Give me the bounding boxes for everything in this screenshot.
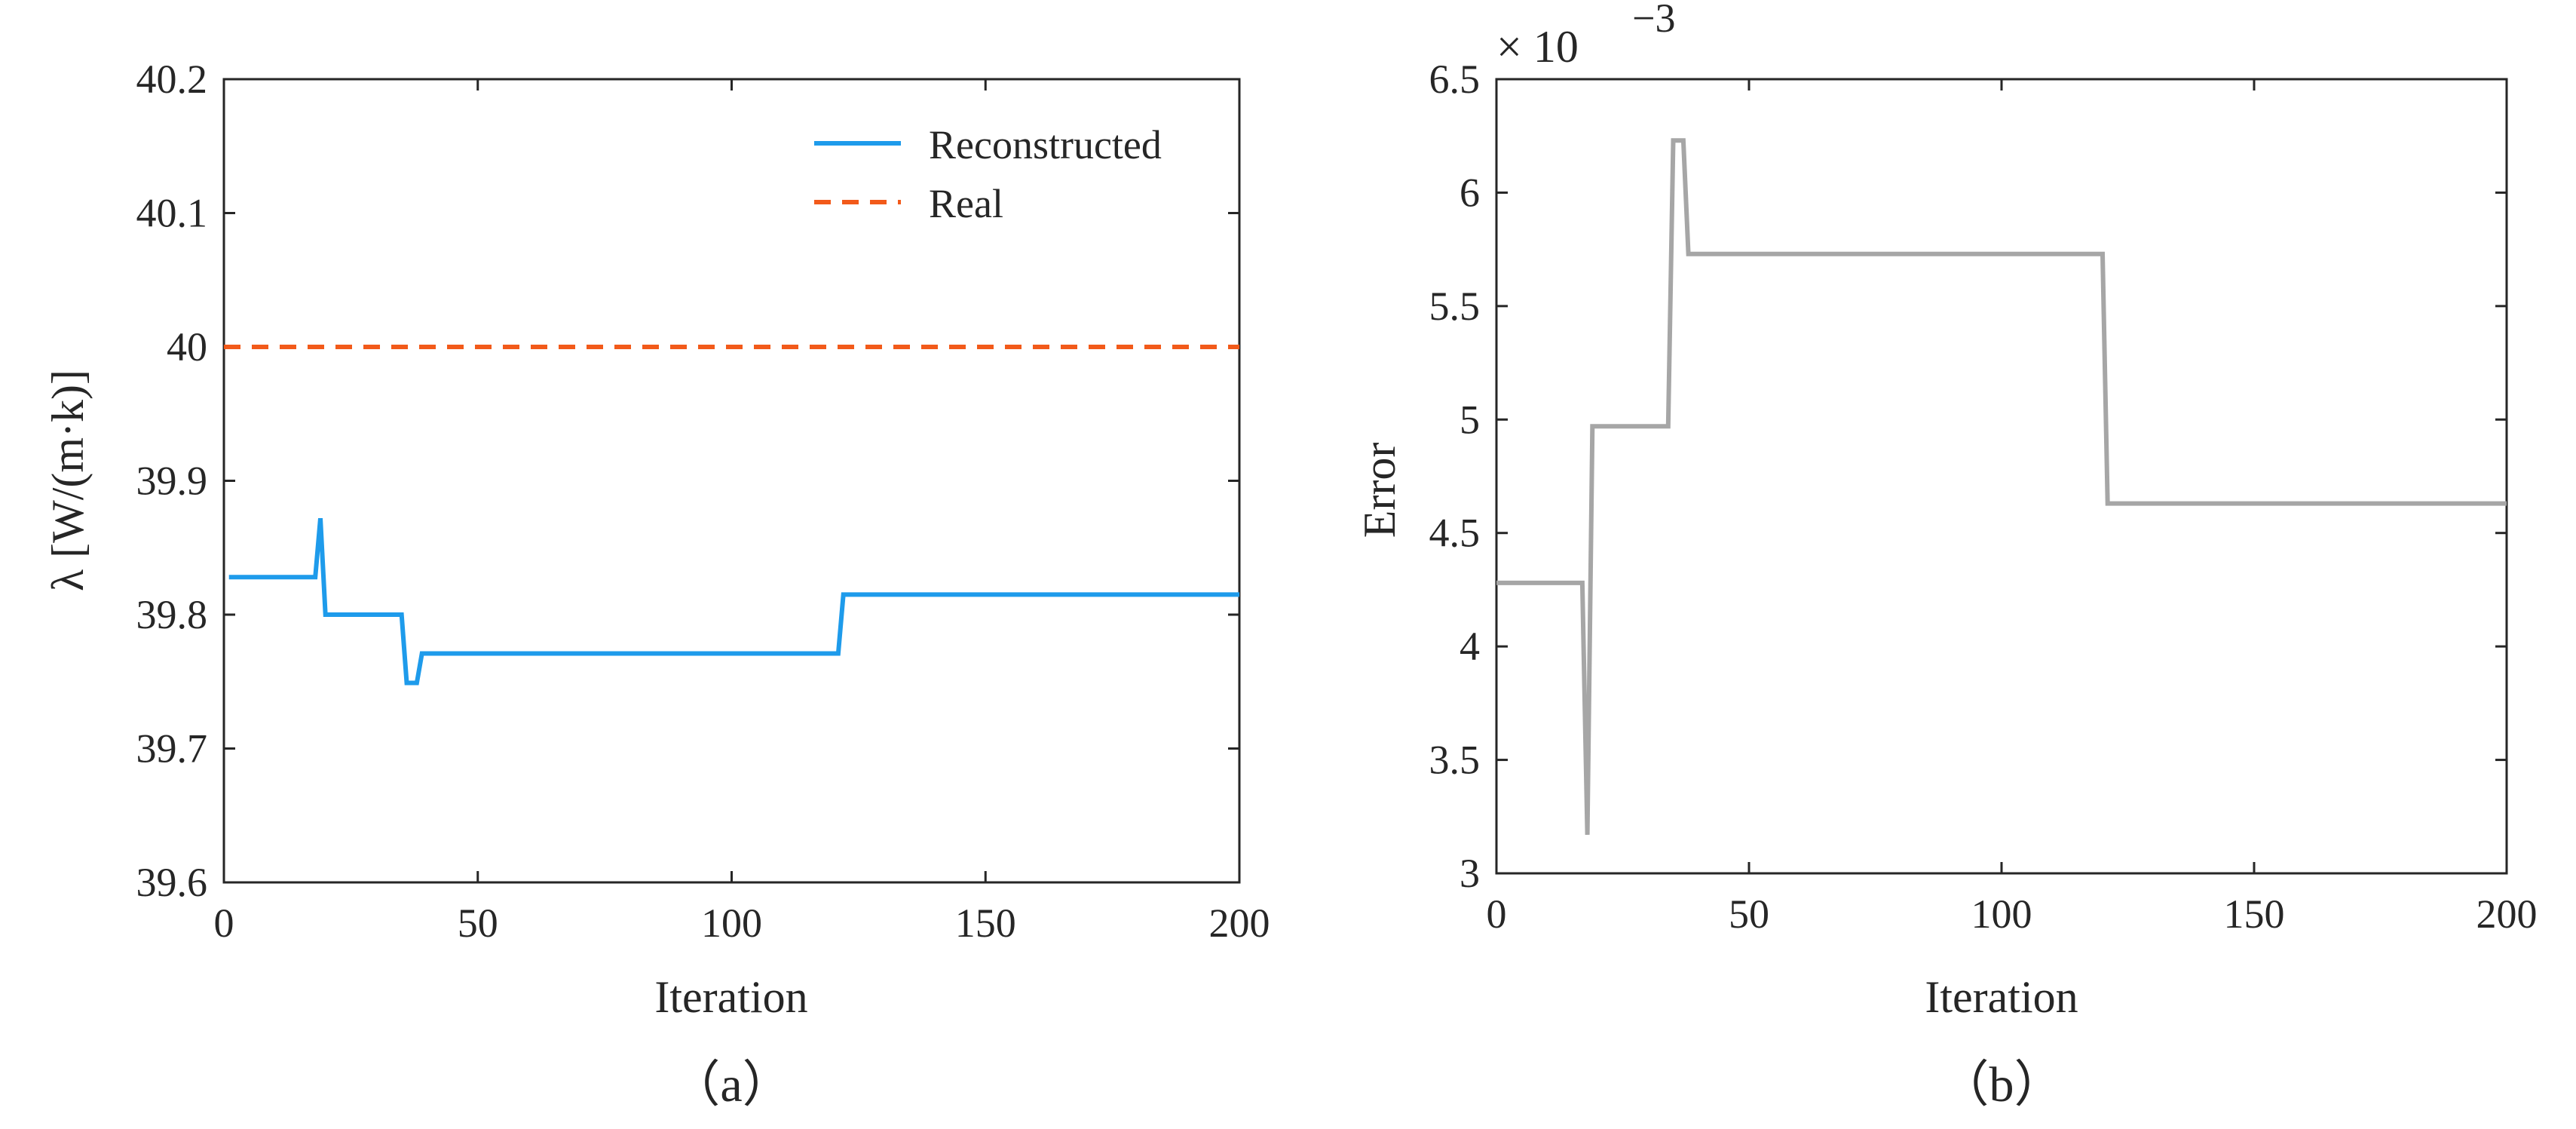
y-tick-label: 5 [1460,397,1480,442]
y-tick-label: 39.9 [136,459,208,504]
y-multiplier: × 10 [1496,22,1579,72]
x-tick-label: 100 [1971,891,2032,937]
y-axis-label-a: λ [W/(m·k)] [43,370,93,591]
x-tick-label: 200 [2476,891,2538,937]
y-tick-label: 3.5 [1429,738,1481,783]
y-tick-label: 40.1 [136,191,208,236]
y-tick-label: 39.7 [136,726,208,772]
y-tick-label: 40.2 [136,57,208,102]
x-tick-label: 0 [214,900,234,946]
x-tick-label: 50 [458,900,498,946]
series-line-error [1496,138,2507,835]
x-tick-label: 150 [2224,891,2285,937]
y-tick-label: 4 [1460,624,1480,669]
legend: Reconstructed Real [814,122,1162,226]
x-tick-label: 100 [701,900,762,946]
legend-label-real: Real [929,181,1003,226]
y-tick-label: 39.6 [136,860,208,905]
y-tick-label: 39.8 [136,592,208,637]
y-tick-label: 40 [167,324,207,370]
y-ticks-a: 39.6 39.7 39.8 39.9 40 40.1 40.2 [136,57,1239,905]
x-tick-label: 0 [1487,891,1507,937]
series-b [1496,138,2507,835]
y-multiplier-exponent: −3 [1632,0,1675,41]
y-tick-label: 6.5 [1429,57,1481,102]
y-tick-label: 6 [1460,170,1480,215]
x-tick-label: 50 [1729,891,1769,937]
panel-b: 33.544.555.566.5 0 50 100 150 200 Iteration … [1355,0,2538,1112]
caption-b: （b） [1940,1057,2064,1112]
plot-area-a [222,78,1241,884]
x-ticks-b: 0 50 100 150 200 [1487,79,2538,937]
y-tick-label: 5.5 [1429,284,1481,329]
x-axis-label-b: Iteration [1925,972,2078,1022]
caption-a: （a） [670,1057,792,1112]
series-line-reconstructed [228,517,1239,686]
y-ticks-b: 3 3.5 4 4.5 5 5.5 6 6.5 [1429,57,2507,896]
plot-area-b [1495,78,2508,875]
series-a [224,345,1239,686]
legend-label-reconstructed: Reconstructed [929,122,1162,167]
x-tick-label: 200 [1209,900,1270,946]
x-ticks-a: 0 50 100 150 200 [214,79,1270,946]
x-axis-label-a: Iteration [654,972,807,1022]
y-tick-label: 3 [1460,851,1480,896]
y-axis-label-b: Error [1355,443,1404,538]
y-tick-label: 4.5 [1429,511,1481,556]
x-tick-label: 150 [955,900,1016,946]
